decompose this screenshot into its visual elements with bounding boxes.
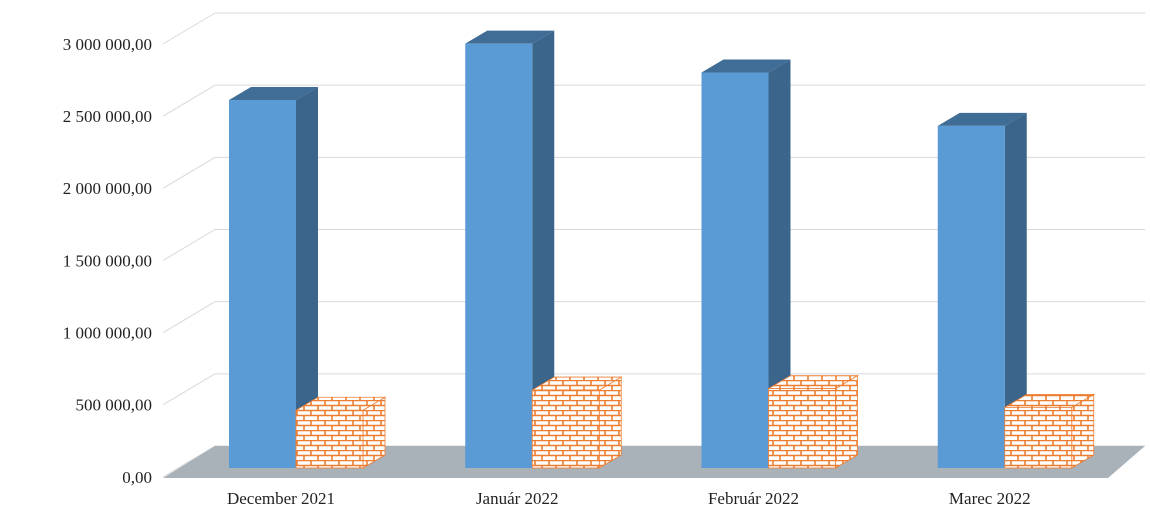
y-tick-label: 2 500 000,00 bbox=[63, 107, 152, 126]
bar bbox=[295, 409, 364, 469]
bar-side bbox=[296, 86, 318, 468]
grid-line-side bbox=[162, 156, 216, 189]
bar bbox=[768, 388, 836, 469]
grid-line-side bbox=[162, 301, 216, 334]
bar-side bbox=[1004, 112, 1027, 469]
bar-top bbox=[229, 86, 318, 100]
x-tick-label: Január 2022 bbox=[476, 489, 559, 508]
grid-line-side bbox=[162, 84, 216, 117]
y-tick-label: 2 000 000,00 bbox=[63, 179, 152, 198]
y-tick-label: 500 000,00 bbox=[76, 396, 153, 415]
bar bbox=[531, 389, 600, 469]
y-tick-label: 1 500 000,00 bbox=[63, 251, 152, 270]
x-tick-label: Február 2022 bbox=[708, 489, 799, 508]
y-tick-label: 1 000 000,00 bbox=[63, 324, 152, 343]
bar bbox=[229, 99, 296, 468]
bar bbox=[937, 125, 1005, 469]
bar-top bbox=[937, 112, 1027, 126]
bar-top bbox=[465, 30, 555, 44]
grid-line-side bbox=[162, 229, 216, 261]
bar-side bbox=[768, 59, 791, 468]
bar-side bbox=[835, 374, 858, 469]
grid-line-side bbox=[162, 445, 216, 478]
bar bbox=[465, 43, 533, 468]
floor bbox=[163, 446, 1145, 478]
grid-line-side bbox=[162, 12, 216, 45]
bar-side bbox=[532, 30, 555, 468]
bar bbox=[1004, 406, 1073, 469]
y-tick-label: 3 000 000,00 bbox=[63, 35, 152, 54]
y-tick-label: 0,00 bbox=[122, 468, 152, 487]
bar-side bbox=[598, 376, 622, 469]
grid-line-side bbox=[162, 373, 216, 406]
x-tick-label: Marec 2022 bbox=[949, 489, 1031, 508]
x-tick-label: December 2021 bbox=[227, 489, 335, 508]
bar-top bbox=[701, 59, 791, 73]
bar bbox=[701, 72, 769, 468]
